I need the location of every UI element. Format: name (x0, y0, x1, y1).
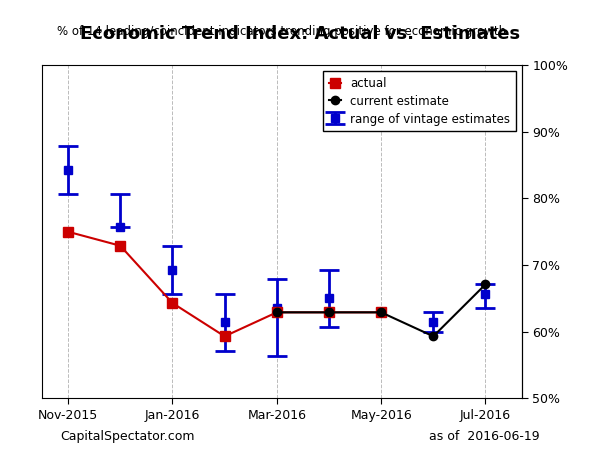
Line: current estimate: current estimate (272, 280, 490, 341)
Legend: actual, current estimate, range of vintage estimates: actual, current estimate, range of vinta… (323, 71, 516, 131)
Text: Economic Trend Index: Actual vs. Estimates: Economic Trend Index: Actual vs. Estimat… (80, 25, 520, 43)
actual (273, 310, 280, 315)
current estimate (430, 333, 437, 339)
Text: CapitalSpectator.com: CapitalSpectator.com (60, 430, 194, 443)
actual (116, 243, 124, 248)
Line: actual: actual (63, 227, 386, 341)
current estimate (482, 282, 489, 287)
Title: % of 14 leading/coincident indicators trending positive for economic growth: % of 14 leading/coincident indicators tr… (58, 25, 506, 38)
actual (64, 229, 71, 234)
actual (377, 310, 385, 315)
Text: as of  2016-06-19: as of 2016-06-19 (430, 430, 540, 443)
actual (325, 310, 332, 315)
actual (221, 333, 228, 339)
current estimate (377, 310, 385, 315)
current estimate (273, 310, 280, 315)
actual (169, 300, 176, 306)
current estimate (325, 310, 332, 315)
